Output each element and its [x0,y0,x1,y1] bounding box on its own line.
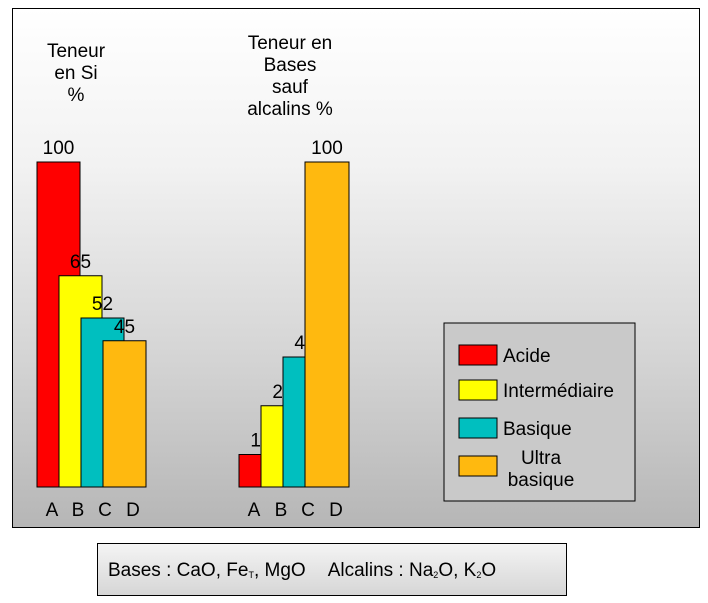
legend-swatch-1 [458,344,498,366]
chart-2-category-label: C [301,500,315,521]
chart-1-value-label: 65 [70,252,91,273]
alcalins-sub-1: 2 [433,570,439,580]
legend-swatch-2 [458,379,498,401]
legend-label-4: basique [508,470,575,491]
chart-2-title-line: Bases [264,55,317,76]
chart-1-category-label: A [46,500,59,521]
chart-1-value-label: 52 [92,294,113,315]
chart-1-title-line: en Si [54,63,97,84]
legend-label-2: Intermédiaire [503,381,614,402]
chart-2-bar-D [304,161,350,488]
bases-sub: T [248,570,254,580]
chart-1-category-label: D [126,500,140,521]
chart-2-category-label: D [329,500,343,521]
chart-2-title-line: alcalins % [247,99,333,120]
bases-label: Bases : CaO, Fe [108,560,249,581]
legend-swatch-4 [458,455,498,477]
legend-label-4: Ultra [521,448,562,469]
legend-label-1: Acide [503,346,551,367]
chart-2-value-label: 100 [311,138,343,159]
chart-2-title-line: sauf [272,77,309,98]
alcalins-mid: O, K [438,560,477,581]
chart-1-value-label: 45 [114,317,135,338]
chart-2-category-label: B [275,500,288,521]
formula-note: Bases : CaO, FeT, MgO Alcalins : Na2O, K2… [97,543,567,596]
chart-2-category-label: A [248,500,261,521]
bases-rest: , MgO [253,560,306,581]
chart-1-bar-D [102,340,147,488]
chart-1-value-label: 100 [43,138,75,159]
alcalins-label: Alcalins : Na [327,560,434,581]
chart-1-category-label: C [98,500,112,521]
chart-1-title-line: Teneur [47,41,106,62]
legend-label-3: Basique [503,419,572,440]
chart-1-title-line: % [68,85,85,106]
alcalins-end: O [481,560,497,581]
alcalins-sub-2: 2 [476,570,482,580]
legend-swatch-3 [458,417,498,439]
chart-1-category-label: B [72,500,85,521]
chart-2-title-line: Teneur en [248,33,333,54]
